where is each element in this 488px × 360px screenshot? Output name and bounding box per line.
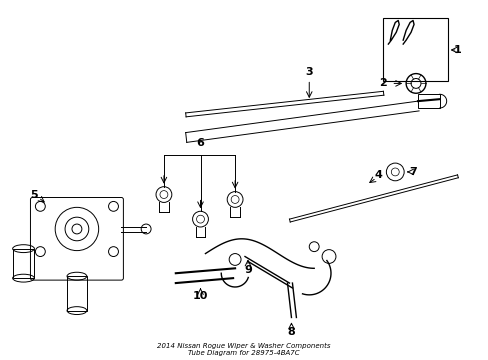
Bar bbox=[13, 249, 34, 278]
Text: 10: 10 bbox=[192, 291, 208, 301]
Text: 9: 9 bbox=[244, 265, 251, 275]
Text: 4: 4 bbox=[374, 170, 382, 180]
Text: 1: 1 bbox=[453, 45, 461, 55]
Text: 5: 5 bbox=[31, 190, 38, 199]
Bar bbox=[383, 18, 447, 81]
Text: 3: 3 bbox=[305, 67, 312, 77]
Bar bbox=[67, 276, 87, 311]
Text: 7: 7 bbox=[408, 167, 416, 177]
Text: 8: 8 bbox=[287, 327, 295, 337]
Bar bbox=[417, 94, 439, 108]
Text: 6: 6 bbox=[196, 138, 204, 148]
Text: 2: 2 bbox=[379, 78, 386, 89]
Text: 2014 Nissan Rogue Wiper & Washer Components
Tube Diagram for 28975-4BA7C: 2014 Nissan Rogue Wiper & Washer Compone… bbox=[157, 342, 330, 356]
